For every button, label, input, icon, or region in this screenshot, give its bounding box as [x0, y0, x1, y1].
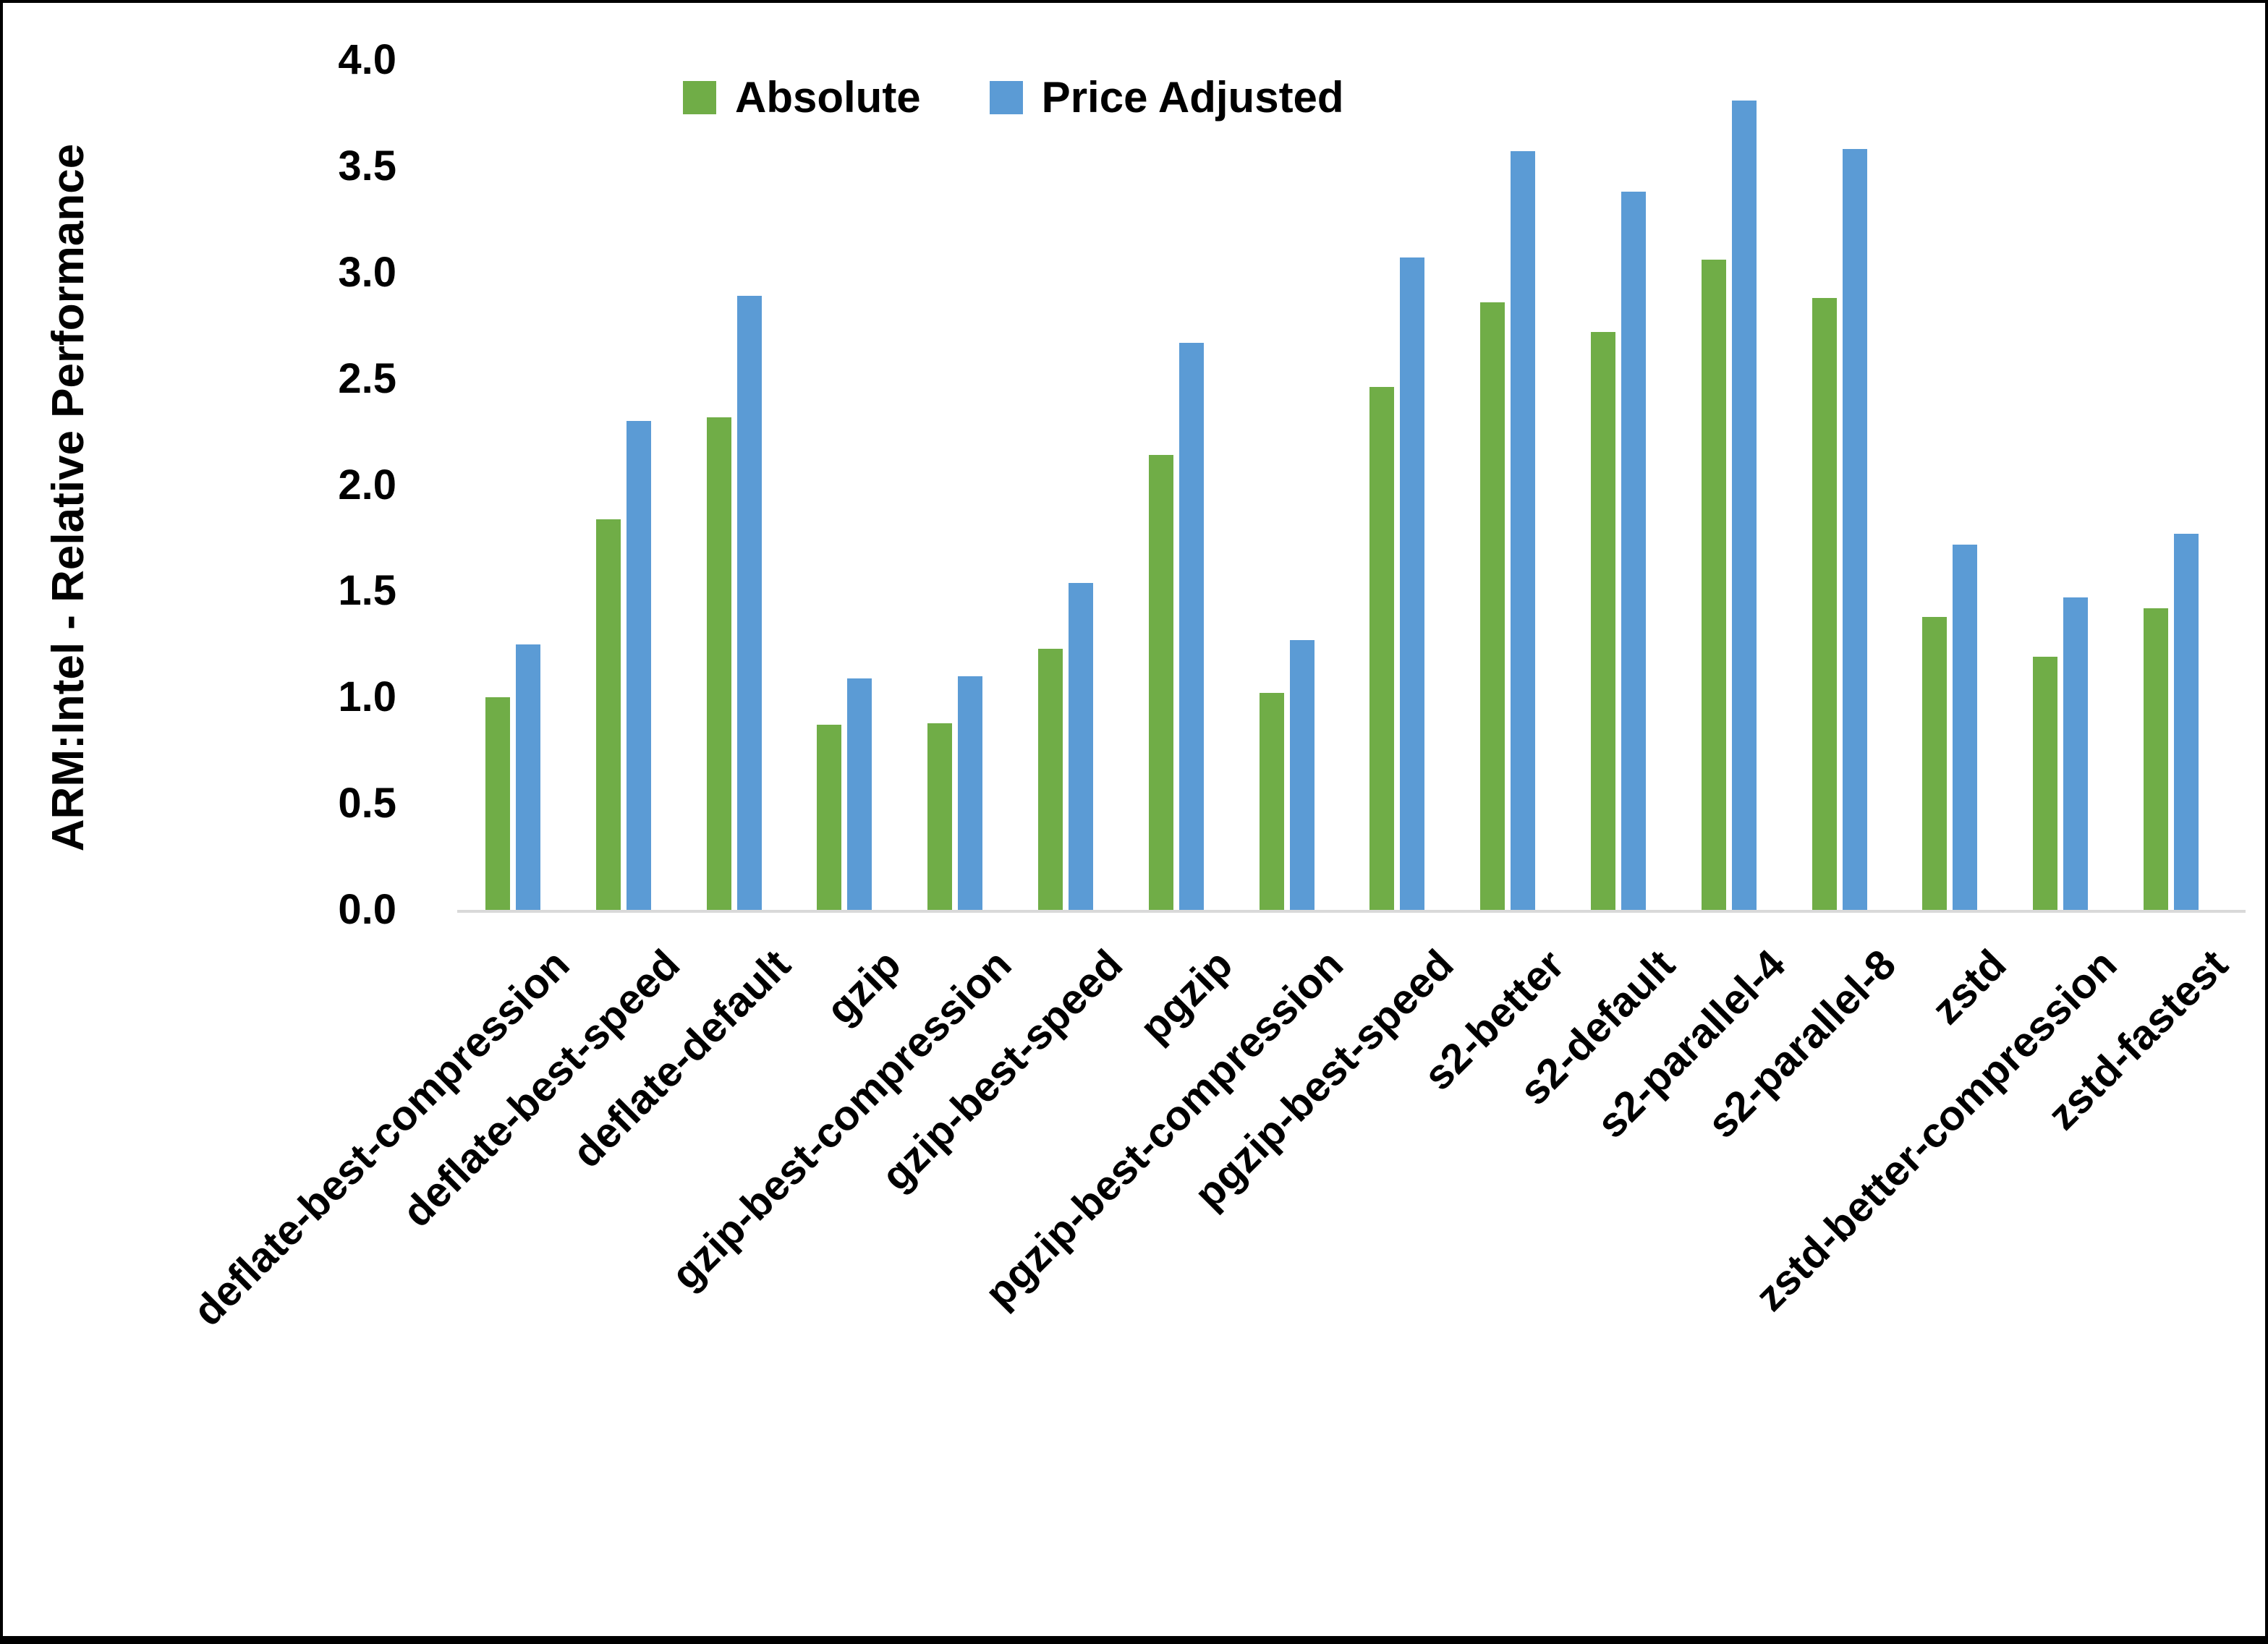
bar-price-adjusted-pgzip-best-compression: [1289, 639, 1314, 910]
bar-price-adjusted-s2-default: [1621, 192, 1646, 910]
bar-absolute-gzip-best-speed: [1038, 648, 1063, 910]
y-axis-title: ARM:Intel - Relative Performance: [43, 143, 93, 852]
bar-absolute-s2-parallel-8: [1812, 298, 1837, 910]
bar-absolute-gzip-best-compression: [927, 723, 953, 910]
bar-price-adjusted-pgzip-best-speed: [1400, 257, 1425, 910]
bar-price-adjusted-gzip: [847, 678, 872, 910]
y-tick-label-1.5: 1.5: [338, 567, 396, 615]
y-tick-label-4.0: 4.0: [338, 36, 396, 83]
legend-item-absolute: Absolute: [683, 72, 921, 122]
y-tick-label-1.0: 1.0: [338, 673, 396, 721]
y-tick-label-3.0: 3.0: [338, 248, 396, 296]
y-tick-label-2.5: 2.5: [338, 354, 396, 402]
bar-price-adjusted-s2-parallel-8: [1842, 149, 1867, 910]
x-axis-line: [457, 910, 2246, 913]
x-axis-label-zstd: zstd: [1923, 940, 2016, 1034]
bar-absolute-pgzip-best-speed: [1369, 387, 1395, 910]
legend-item-price-adjusted: Price Adjusted: [989, 72, 1344, 122]
bar-price-adjusted-deflate-best-compression: [516, 644, 540, 910]
bar-absolute-zstd: [1922, 616, 1948, 910]
bar-price-adjusted-deflate-default: [736, 296, 762, 910]
bar-absolute-gzip: [817, 725, 842, 910]
bar-price-adjusted-zstd-better-compression: [2063, 597, 2089, 910]
bar-price-adjusted-gzip-best-speed: [1069, 582, 1093, 910]
bar-absolute-deflate-default: [706, 417, 731, 910]
bar-price-adjusted-s2-parallel-4: [1731, 100, 1757, 910]
y-tick-label-3.5: 3.5: [338, 142, 396, 189]
bar-price-adjusted-gzip-best-compression: [958, 676, 983, 910]
bar-absolute-s2-better: [1480, 302, 1505, 910]
y-tick-label-2.0: 2.0: [338, 461, 396, 508]
bar-absolute-pgzip-best-compression: [1259, 693, 1284, 910]
legend-swatch-absolute: [683, 80, 716, 114]
bar-absolute-pgzip: [1148, 455, 1173, 910]
bar-price-adjusted-pgzip: [1178, 342, 1204, 910]
bar-absolute-zstd-fastest: [2144, 608, 2168, 910]
legend-label-absolute: Absolute: [735, 73, 921, 122]
y-tick-label-0.0: 0.0: [338, 886, 396, 933]
legend-label-price-adjusted: Price Adjusted: [1041, 73, 1344, 122]
x-axis-label-gzip: gzip: [817, 940, 911, 1034]
bar-absolute-s2-default: [1591, 332, 1615, 910]
bar-price-adjusted-zstd-fastest: [2174, 534, 2199, 910]
bar-absolute-deflate-best-speed: [595, 519, 621, 910]
bar-absolute-s2-parallel-4: [1701, 260, 1726, 910]
bar-price-adjusted-zstd: [1953, 544, 1978, 910]
bar-price-adjusted-s2-better: [1511, 151, 1536, 910]
bar-absolute-deflate-best-compression: [485, 697, 510, 910]
bar-absolute-zstd-better-compression: [2033, 657, 2058, 910]
legend: Absolute Price Adjusted: [683, 72, 1344, 122]
y-tick-label-0.5: 0.5: [338, 780, 396, 827]
bar-price-adjusted-deflate-best-speed: [626, 421, 651, 910]
legend-swatch-price-adjusted: [989, 80, 1023, 114]
